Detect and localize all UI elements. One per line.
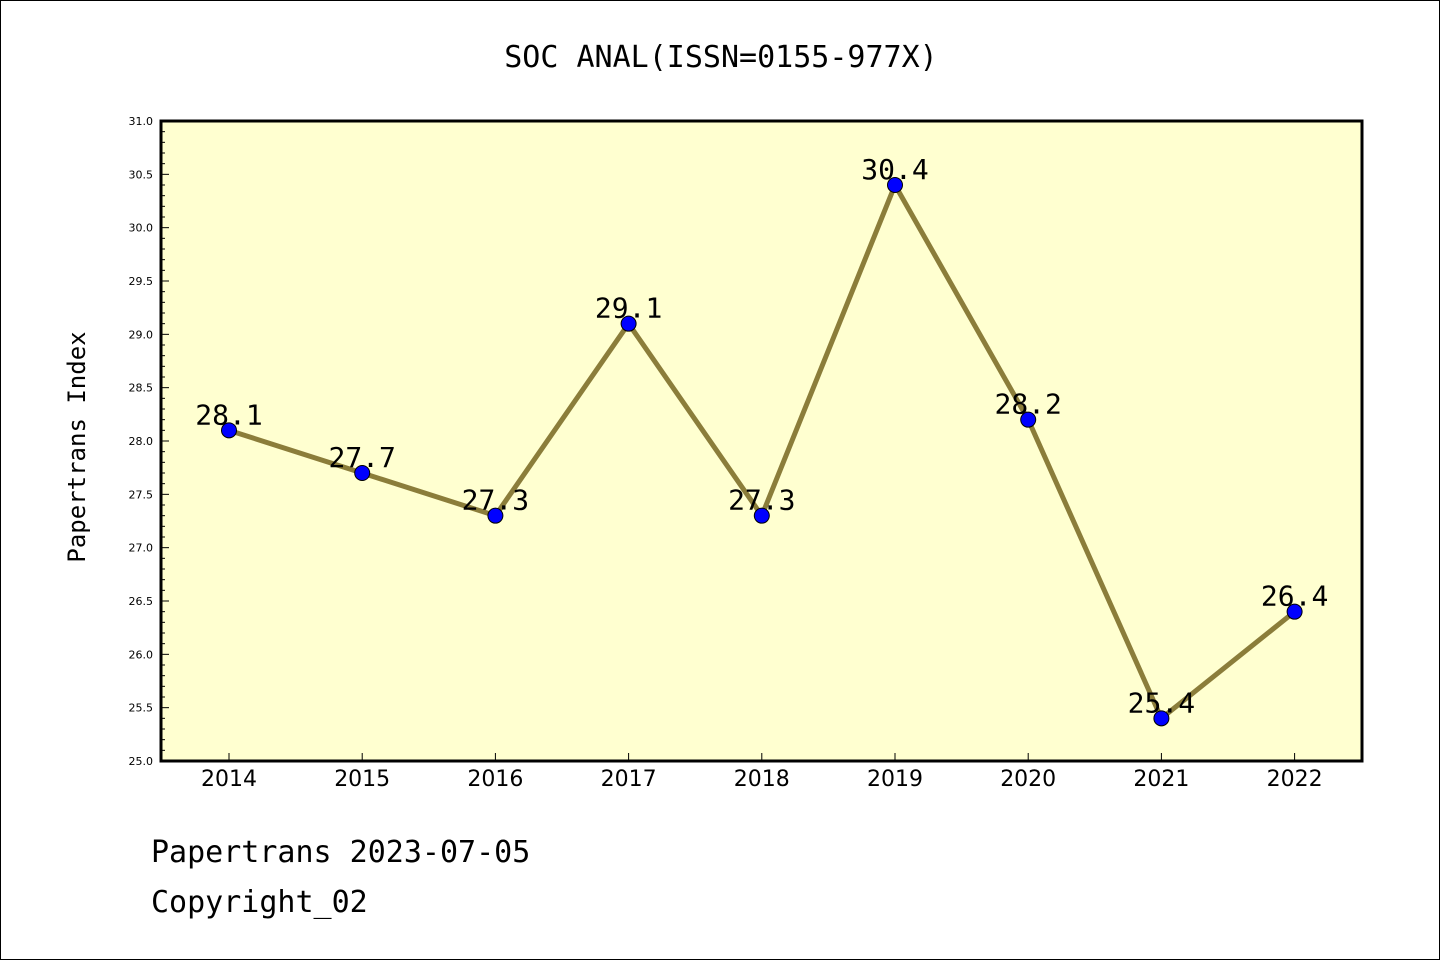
chart-title: SOC ANAL(ISSN=0155-977X) — [504, 40, 937, 75]
y-tick-label: 25.5 — [129, 702, 154, 715]
x-tick-label: 2016 — [467, 767, 523, 792]
y-axis-label: Papertrans Index — [63, 331, 91, 562]
plot-area — [159, 119, 1364, 763]
data-point — [1286, 603, 1303, 620]
x-axis: 2014 2015 2016 2017 2018 2019 2020 2021 2022 — [201, 753, 1323, 792]
data-point — [620, 315, 637, 332]
y-tick-label: 28.0 — [129, 435, 154, 448]
y-tick-label: 29.5 — [129, 275, 154, 288]
x-tick-label: 2014 — [201, 767, 257, 792]
data-label: 25.4 — [1128, 686, 1195, 719]
data-label: 30.4 — [861, 153, 928, 186]
data-series: 28.1 27.7 27.3 29.1 27.3 30.4 28.2 25.4 26.4 — [195, 153, 1328, 727]
data-point — [887, 177, 903, 193]
y-tick-label: 27.0 — [129, 542, 154, 555]
data-point — [487, 507, 504, 524]
x-tick-label: 2022 — [1267, 767, 1323, 792]
data-label: 27.3 — [728, 484, 795, 517]
y-tick-label: 28.5 — [129, 382, 154, 395]
y-tick-label: 30.5 — [129, 168, 154, 181]
y-tick-label: 26.5 — [129, 595, 154, 608]
data-label: 29.1 — [595, 292, 662, 325]
data-point — [1153, 710, 1170, 727]
x-tick-label: 2017 — [601, 767, 657, 792]
y-axis: 25.0 25.5 26.0 26.5 27.0 27.5 28.0 28.5 29.0 29.5… — [129, 115, 169, 768]
x-tick-label: 2020 — [1000, 767, 1056, 792]
data-label: 28.1 — [195, 398, 262, 431]
footer-copyright: Copyright_02 — [151, 885, 368, 920]
x-tick-label: 2015 — [334, 767, 390, 792]
y-tick-label: 29.0 — [129, 328, 154, 341]
data-point — [221, 422, 237, 439]
footer-date: Papertrans 2023-07-05 — [151, 835, 531, 870]
y-tick-label: 27.5 — [129, 488, 154, 501]
data-point — [1020, 411, 1037, 428]
data-label: 27.7 — [328, 441, 395, 474]
x-tick-label: 2018 — [734, 767, 790, 792]
x-tick-label: 2019 — [867, 767, 923, 792]
y-tick-label: 25.0 — [129, 755, 154, 768]
x-tick-label: 2021 — [1133, 767, 1189, 792]
y-tick-label: 26.0 — [129, 648, 154, 661]
data-point — [354, 465, 371, 481]
y-tick-label: 30.0 — [129, 222, 154, 235]
data-label: 26.4 — [1261, 580, 1328, 613]
data-label: 27.3 — [462, 484, 529, 517]
data-point — [753, 507, 770, 524]
y-tick-label: 31.0 — [129, 115, 154, 128]
data-label: 28.2 — [994, 388, 1061, 421]
